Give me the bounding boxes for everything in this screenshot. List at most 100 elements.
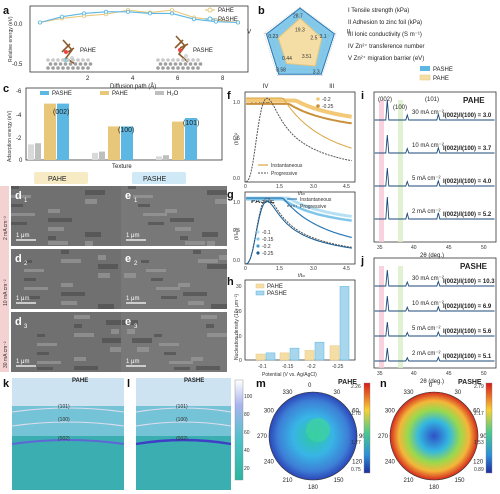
- radar-series-pahe: [277, 17, 323, 67]
- series-point-pashe: [235, 20, 240, 25]
- zn-atom: [46, 58, 50, 62]
- zn-atom: [176, 66, 180, 70]
- sem-texture: [24, 296, 40, 299]
- pole-angle-90: 90: [480, 434, 487, 440]
- zn-atom: [191, 66, 195, 70]
- xrd-current-density: 30 mA cm⁻²: [412, 276, 444, 282]
- zn-atom: [183, 62, 188, 66]
- zn-atom: [196, 66, 200, 70]
- panel-f-inst: Instantaneous: [271, 163, 303, 169]
- sem-label-d3: d: [15, 316, 22, 328]
- highlight-100-j: [398, 266, 403, 368]
- sem-texture: [207, 190, 227, 195]
- zn-atom: [166, 58, 170, 62]
- sem-texture: [201, 315, 217, 319]
- panel-k: PAHE (101) (100) (002): [11, 378, 125, 490]
- panel-k-title: PAHE: [72, 378, 88, 384]
- radar-axis-IV: IV: [263, 84, 269, 90]
- sem-texture: [161, 296, 177, 299]
- pole-angle-60: 60: [473, 409, 480, 415]
- zn-atom: [56, 66, 60, 70]
- curve-f-instantaneous: [246, 97, 352, 149]
- zn-atom: [56, 58, 60, 62]
- zn-atom: [171, 66, 175, 70]
- sem-texture: [74, 366, 98, 370]
- panel-g-inst: Instantaneous: [300, 197, 332, 203]
- sem-texture: [85, 190, 105, 195]
- sem-texture: [48, 227, 64, 231]
- zn-atom: [83, 62, 88, 66]
- sem-texture: [196, 366, 220, 370]
- bar-pashe: [121, 126, 133, 160]
- panel-f-curves: [245, 97, 352, 183]
- zn-atom: [158, 62, 163, 66]
- radar-value-pahe: 2.5: [310, 36, 317, 42]
- panel-h-ytick-10: 10: [236, 334, 242, 340]
- ring-100-l: [135, 421, 232, 427]
- sem-sub-e2: 2: [134, 261, 138, 267]
- sem-texture: [74, 315, 90, 319]
- sem-texture: [11, 204, 23, 207]
- radar-item-3: III Ionic conductivity (S m⁻¹): [348, 32, 422, 38]
- xrd-current-density: 5 mA cm⁻²: [412, 326, 441, 332]
- pole-angle-210: 210: [404, 478, 415, 484]
- bar-small-a: [156, 156, 162, 160]
- cbar-m-3: 0.75: [351, 467, 361, 473]
- radar-item-2: II Adhesion to zinc foil (kPa): [348, 20, 422, 26]
- panel-label-h: h: [227, 276, 234, 288]
- panel-h-xtick: -0.15: [282, 364, 294, 370]
- xrd-trace: [374, 167, 495, 187]
- xrd-ratio: I(002)/I(100) = 4.0: [443, 179, 492, 185]
- panel-f-legend-025: -0.25: [322, 104, 334, 110]
- panel-c-group-101: (101): [183, 120, 199, 127]
- sem-label-e1: e: [125, 190, 131, 202]
- panel-l-ring-100: (100): [176, 417, 188, 423]
- panel-f-ytick-1: 1.0: [233, 100, 240, 106]
- sem-texture: [141, 260, 149, 263]
- sem-texture: [37, 367, 53, 370]
- zn-atom: [161, 58, 165, 62]
- sem-images: d 11 μme 11 μmd 21 μme 21 μmd 31 μme 31 μm: [11, 186, 227, 372]
- panel-c-xlabel: Texture: [112, 164, 132, 170]
- cbar-n-3: 0.89: [474, 467, 484, 473]
- sem-texture: [37, 334, 45, 337]
- sem-texture: [61, 301, 77, 305]
- panel-n: PASHE 0 30 60 90 120 150 180 210 240 270 300 330 2.…: [378, 379, 493, 491]
- pashe-structure-illustration: PASHE: [156, 35, 213, 70]
- panel-h-frame: [244, 279, 356, 361]
- zn-atom: [73, 62, 78, 66]
- sem-texture: [170, 218, 194, 222]
- sem-texture: [178, 283, 190, 287]
- legend-g-015: [256, 237, 260, 241]
- panel-j-title: PASHE: [460, 262, 488, 271]
- sem-sub-e1: 1: [134, 198, 138, 204]
- panel-f-prog: Progressive: [271, 171, 298, 177]
- panel-a-legend-pahe: PAHE: [218, 8, 234, 14]
- zn-atom: [161, 66, 165, 70]
- pahe-column-header: [34, 172, 88, 184]
- zn-atom: [171, 58, 175, 62]
- panel-j-xtick-35: 35: [377, 371, 383, 377]
- panel-k-ring-101: (101): [58, 404, 70, 410]
- radar-item-1: I Tensile strength (kPa): [348, 8, 409, 14]
- sem-sub-e3: 3: [134, 324, 138, 330]
- atom-o-2: [178, 48, 182, 52]
- zn-atom: [88, 62, 93, 66]
- panel-j: PASHE 30 mA cm⁻² I(002)/I(100) = 10.3 10 m…: [373, 257, 497, 385]
- sem-sub-d3: 3: [24, 324, 28, 330]
- curve-g-progressive: [245, 197, 352, 265]
- pole-angle-210: 210: [283, 478, 294, 484]
- panel-f-xtick-30: 3.0: [310, 184, 317, 190]
- zn-atom: [163, 62, 168, 66]
- panel-h-xlabel: Potential (V vs. Ag/AgCl): [262, 372, 317, 378]
- sem-label-d2: d: [15, 253, 22, 265]
- cbar-kl-100: 100: [244, 394, 253, 400]
- zn-atom: [66, 58, 70, 62]
- panel-label-a: a: [3, 5, 10, 17]
- pole-figure-n: [389, 391, 479, 481]
- sem-texture: [98, 273, 110, 278]
- radar-value-pahe: 3.51: [302, 54, 312, 60]
- xrd-current-density: 10 mA cm⁻²: [412, 143, 444, 149]
- xrd-current-density: 2 mA cm⁻²: [412, 209, 441, 215]
- row-label-30: 30 mA cm⁻²: [3, 341, 9, 368]
